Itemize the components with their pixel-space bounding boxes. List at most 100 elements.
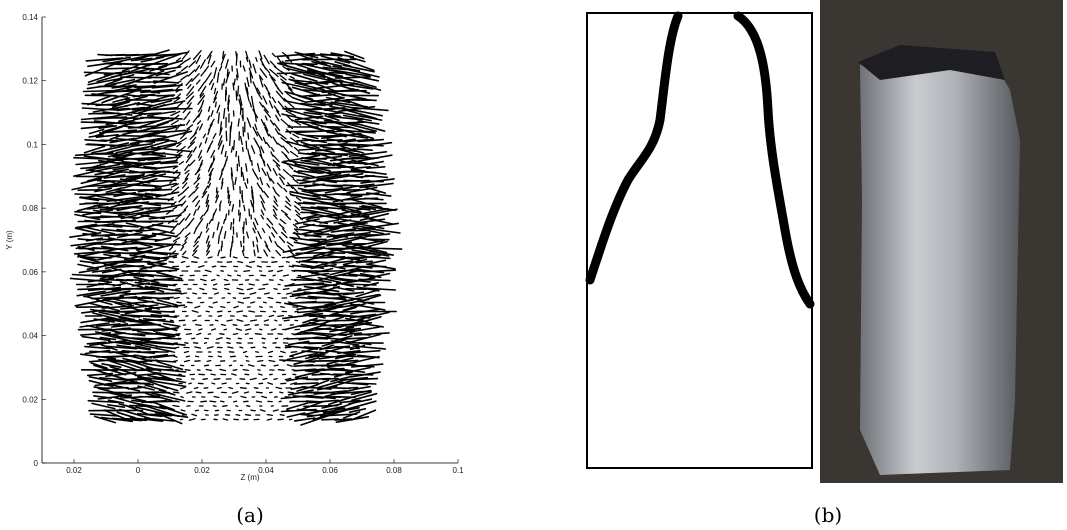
crack-segment bbox=[183, 205, 189, 211]
crack-segment bbox=[91, 145, 125, 154]
crack-segment bbox=[224, 150, 227, 158]
crack-segment bbox=[237, 301, 245, 304]
crack-segment bbox=[317, 276, 342, 284]
crack-segment bbox=[150, 146, 192, 153]
crack-segment bbox=[176, 142, 182, 148]
crack-segment bbox=[210, 82, 215, 91]
crack-segment bbox=[253, 249, 256, 257]
crack-segment bbox=[296, 309, 322, 314]
crack-segment bbox=[350, 371, 381, 378]
crack-segment bbox=[83, 289, 122, 298]
crack-segment bbox=[170, 186, 180, 194]
crack-segment bbox=[347, 333, 382, 344]
crack-segment bbox=[184, 164, 190, 171]
crack-segment bbox=[250, 199, 254, 208]
crack-segment bbox=[316, 206, 347, 210]
crack-segment bbox=[205, 235, 210, 244]
crack-segment bbox=[299, 177, 333, 185]
crack-segment bbox=[292, 285, 327, 293]
crack-segment bbox=[137, 159, 178, 167]
crack-segment bbox=[214, 101, 217, 108]
crack-field bbox=[69, 49, 403, 426]
crack-segment bbox=[137, 385, 155, 391]
crack-segment bbox=[264, 115, 268, 121]
crack-segment bbox=[140, 88, 174, 94]
crack-segment bbox=[188, 418, 196, 421]
crack-segment bbox=[248, 260, 256, 264]
crack-segment bbox=[368, 233, 391, 237]
crack-segment bbox=[181, 50, 190, 60]
crack-segment bbox=[169, 319, 174, 322]
crack-segment bbox=[223, 283, 231, 286]
crack-segment bbox=[196, 332, 202, 336]
crack-segment bbox=[184, 232, 191, 238]
crack-segment bbox=[125, 259, 168, 265]
crack-segment bbox=[204, 137, 208, 144]
crack-segment bbox=[205, 310, 210, 313]
crack-segment bbox=[308, 93, 336, 98]
crack-segment bbox=[136, 330, 176, 338]
crack-segment bbox=[327, 173, 364, 180]
crack-segment bbox=[186, 85, 195, 97]
crack-segment bbox=[352, 183, 375, 188]
crack-segment bbox=[172, 169, 179, 175]
crack-segment bbox=[122, 339, 158, 347]
crack-segment bbox=[180, 395, 184, 399]
crack-segment bbox=[137, 155, 166, 162]
crack-segment bbox=[117, 231, 143, 239]
crack-segment bbox=[226, 319, 233, 322]
crack-segment bbox=[199, 85, 207, 97]
crack-segment bbox=[338, 129, 377, 134]
crack-segment bbox=[149, 413, 173, 417]
crack-segment bbox=[160, 161, 179, 165]
crack-segment bbox=[201, 190, 208, 199]
crack-segment bbox=[340, 327, 362, 332]
crack-segment bbox=[290, 382, 297, 385]
crack-segment bbox=[263, 292, 270, 295]
crack-segment bbox=[172, 404, 180, 408]
crack-segment bbox=[330, 69, 371, 77]
crack-segment bbox=[191, 261, 198, 263]
crack-segment bbox=[364, 160, 385, 166]
crack-segment bbox=[206, 346, 214, 349]
crack-segment bbox=[191, 310, 199, 313]
crack-segment bbox=[345, 321, 373, 329]
crack-segment bbox=[267, 350, 274, 354]
crack-segment bbox=[289, 75, 295, 80]
crack-segment bbox=[195, 54, 202, 65]
crack-segment bbox=[154, 254, 178, 261]
crack-segment bbox=[267, 382, 274, 385]
crack-segment bbox=[263, 54, 270, 65]
crack-segment bbox=[219, 333, 225, 335]
crack-segment bbox=[365, 263, 396, 270]
crack-segment bbox=[211, 382, 216, 385]
crack-segment bbox=[287, 142, 293, 148]
crack-segment bbox=[144, 417, 175, 422]
crack-segment bbox=[195, 391, 202, 394]
crack-segment bbox=[368, 259, 387, 265]
crack-segment bbox=[248, 208, 251, 217]
crack-segment bbox=[326, 357, 354, 365]
crack-segment bbox=[83, 145, 106, 154]
crack-segment bbox=[74, 227, 97, 234]
crack-segment bbox=[308, 80, 338, 93]
crack-segment bbox=[224, 213, 228, 221]
crack-segment bbox=[110, 297, 147, 308]
crack-segment bbox=[345, 73, 380, 82]
crack-segment bbox=[265, 87, 271, 95]
crack-segment bbox=[233, 400, 238, 403]
crack-segment bbox=[98, 125, 117, 129]
crack-segment bbox=[192, 292, 198, 295]
crack-segment bbox=[294, 201, 302, 206]
crack-segment bbox=[230, 146, 234, 153]
crack-segment bbox=[175, 214, 182, 220]
crack-segment bbox=[211, 265, 217, 268]
crack-segment bbox=[265, 244, 271, 253]
crack-segment bbox=[232, 180, 235, 191]
crack-segment bbox=[344, 349, 381, 355]
crack-segment bbox=[249, 71, 252, 84]
crack-segment bbox=[249, 101, 253, 108]
crack-segment bbox=[151, 392, 186, 402]
crack-segment bbox=[245, 217, 248, 226]
crack-segment bbox=[177, 192, 184, 197]
